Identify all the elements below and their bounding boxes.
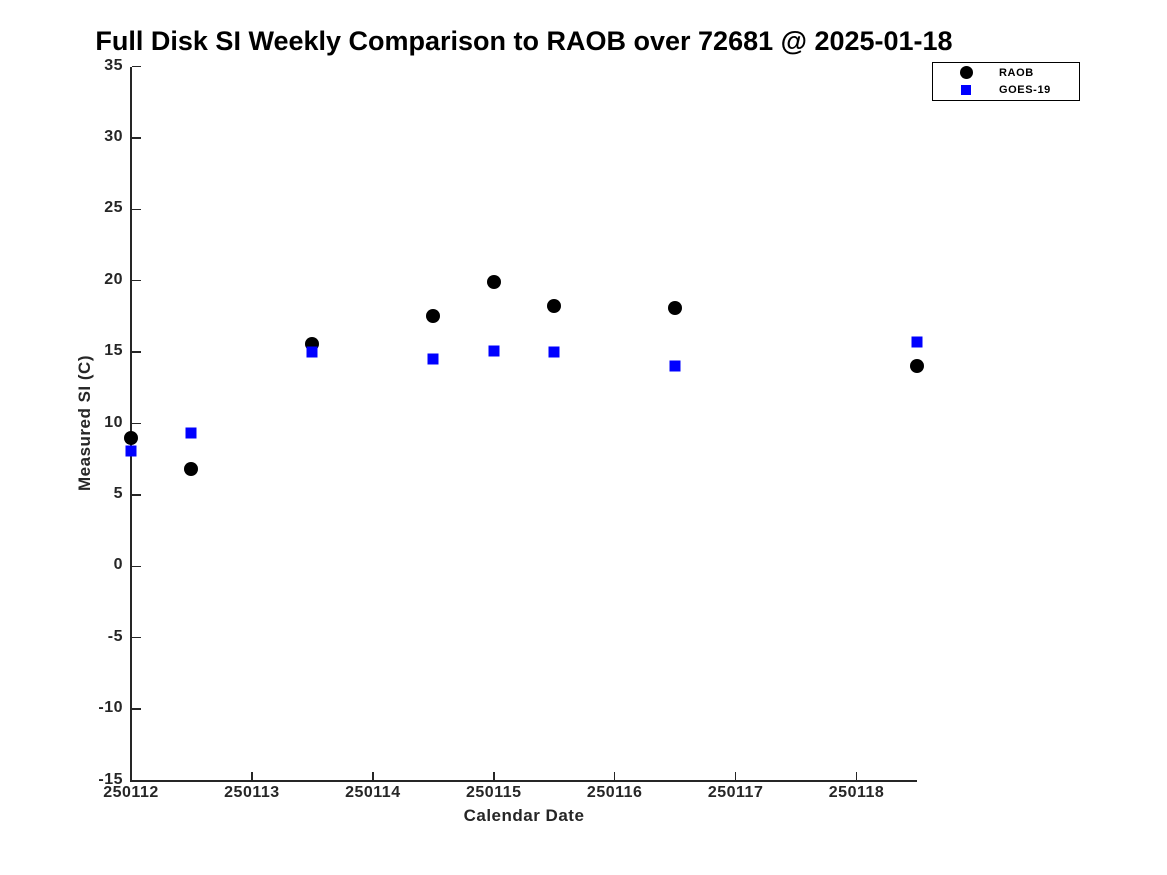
x-axis-title: Calendar Date: [463, 806, 585, 825]
data-point-goes-19: [427, 353, 439, 365]
y-tick-label: 0: [113, 556, 123, 574]
y-tick-mark: [131, 708, 141, 710]
x-tick-label: 250112: [103, 784, 159, 801]
y-tick-mark: [131, 137, 141, 139]
y-tick-mark: [131, 494, 141, 496]
x-tick-label: 250118: [828, 784, 885, 801]
y-axis-line: [130, 66, 132, 782]
x-tick-label: 250116: [586, 784, 643, 801]
x-tick-mark: [130, 771, 132, 781]
data-point-goes-19: [125, 445, 137, 457]
y-axis-title: Measured SI (C): [75, 355, 94, 491]
circle-icon: [933, 66, 999, 80]
x-axis-line: [130, 780, 918, 782]
x-tick-label: 250114: [345, 784, 401, 801]
x-tick-label: 250115: [466, 784, 522, 801]
y-tick-label: -5: [107, 627, 123, 645]
legend: RAOB GOES-19: [932, 62, 1080, 101]
data-point-raob: [910, 359, 924, 374]
y-tick-mark: [131, 422, 141, 425]
legend-marker-raob: [959, 66, 973, 80]
y-tick-mark: [131, 351, 141, 353]
data-point-goes-19: [548, 346, 560, 358]
legend-label: RAOB: [999, 66, 1034, 79]
y-tick-mark: [131, 65, 141, 68]
data-point-goes-19: [488, 345, 500, 357]
y-tick-mark: [131, 208, 141, 211]
x-tick-label: 250113: [224, 784, 280, 801]
data-point-raob: [547, 299, 562, 314]
data-point-raob: [486, 275, 501, 290]
x-tick-mark: [855, 771, 858, 781]
legend-item-goes-19: GOES-19: [933, 82, 1079, 98]
legend-marker-goes-19: [961, 85, 971, 96]
x-tick-mark: [734, 771, 737, 781]
x-tick-label: 250117: [707, 784, 764, 801]
y-tick-mark: [131, 565, 141, 568]
data-point-raob: [124, 430, 138, 445]
y-tick-label: 10: [104, 413, 123, 431]
y-tick-label: -10: [98, 699, 123, 717]
x-tick-mark: [613, 771, 616, 781]
y-tick-label: 30: [104, 127, 123, 145]
legend-item-raob: RAOB: [933, 65, 1079, 81]
data-point-goes-19: [911, 336, 923, 348]
legend-label: GOES-19: [999, 84, 1051, 97]
data-point-raob: [184, 462, 199, 477]
data-point-goes-19: [306, 346, 318, 358]
data-point-raob: [426, 309, 441, 324]
x-tick-mark: [493, 771, 495, 781]
x-tick-mark: [372, 771, 374, 781]
data-point-goes-19: [669, 360, 681, 372]
y-tick-mark: [131, 279, 141, 282]
y-tick-label: 5: [113, 484, 123, 502]
square-icon: [933, 85, 999, 96]
chart-title: Full Disk SI Weekly Comparison to RAOB o…: [95, 26, 953, 56]
y-tick-mark: [131, 779, 141, 782]
x-tick-mark: [251, 771, 253, 781]
y-tick-label: 15: [104, 342, 123, 360]
data-point-raob: [668, 300, 683, 315]
data-point-goes-19: [185, 427, 197, 439]
y-tick-mark: [131, 636, 141, 639]
y-tick-label: -15: [98, 770, 123, 788]
y-tick-label: 35: [104, 56, 123, 74]
y-tick-label: 25: [104, 199, 123, 217]
y-tick-label: 20: [104, 270, 123, 288]
